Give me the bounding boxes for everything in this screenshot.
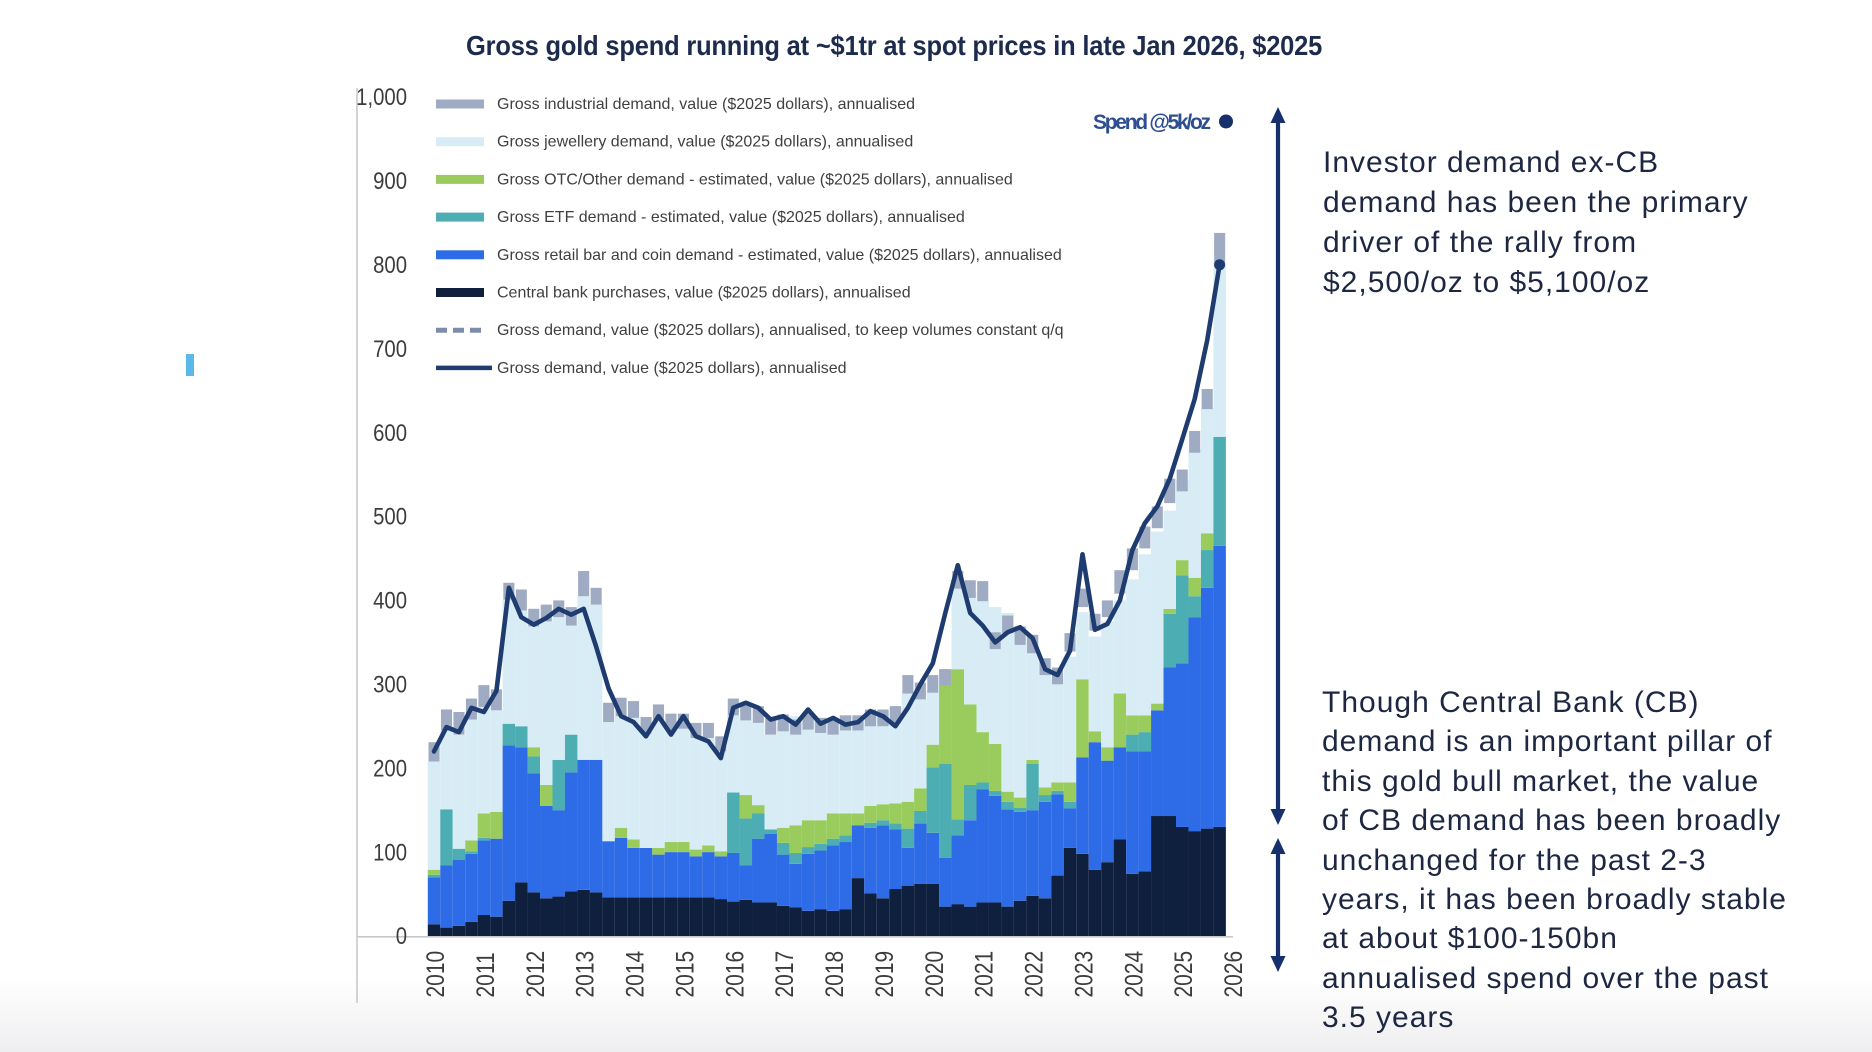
svg-text:0: 0 [396, 922, 407, 949]
svg-text:2020: 2020 [920, 951, 948, 998]
svg-text:1,000: 1,000 [356, 83, 407, 110]
svg-text:400: 400 [373, 587, 407, 614]
svg-text:600: 600 [373, 419, 407, 446]
svg-text:2016: 2016 [721, 951, 749, 998]
svg-text:Gross jewellery demand, value: Gross jewellery demand, value ($2025 dol… [497, 134, 913, 151]
svg-text:2011: 2011 [471, 952, 499, 997]
svg-text:2021: 2021 [970, 951, 998, 998]
svg-text:Gross OTC/Other demand - estim: Gross OTC/Other demand - estimated, valu… [497, 171, 1013, 188]
svg-text:500: 500 [373, 503, 407, 530]
svg-text:2026: 2026 [1219, 951, 1247, 998]
svg-text:800: 800 [373, 251, 407, 278]
svg-text:2015: 2015 [671, 951, 699, 998]
svg-text:2012: 2012 [521, 951, 549, 998]
svg-text:2023: 2023 [1070, 951, 1098, 998]
svg-text:Gross ETF demand - estimated,: Gross ETF demand - estimated, value ($20… [497, 209, 965, 226]
svg-text:2010: 2010 [421, 951, 449, 998]
svg-text:2018: 2018 [820, 951, 848, 998]
svg-text:900: 900 [373, 167, 407, 194]
svg-text:2025: 2025 [1169, 951, 1197, 998]
svg-text:300: 300 [373, 671, 407, 698]
svg-text:100: 100 [373, 839, 407, 866]
svg-text:2014: 2014 [621, 951, 649, 998]
svg-text:Gross retail bar and coin dema: Gross retail bar and coin demand - estim… [497, 247, 1062, 264]
svg-text:200: 200 [373, 755, 407, 782]
svg-text:2013: 2013 [571, 951, 599, 998]
svg-text:2019: 2019 [870, 951, 898, 998]
svg-text:Central bank purchases, value: Central bank purchases, value ($2025 dol… [497, 285, 911, 302]
svg-text:2024: 2024 [1120, 951, 1148, 998]
svg-text:Gross industrial demand, value: Gross industrial demand, value ($2025 do… [497, 96, 915, 113]
svg-text:2017: 2017 [770, 951, 798, 998]
svg-text:Spend @5k/oz: Spend @5k/oz [1093, 111, 1211, 134]
svg-text:700: 700 [373, 335, 407, 362]
svg-text:Gross demand, value ($2025 dol: Gross demand, value ($2025 dollars), ann… [497, 322, 1064, 339]
svg-text:Gross demand, value ($2025 dol: Gross demand, value ($2025 dollars), ann… [497, 360, 847, 377]
svg-text:2022: 2022 [1020, 951, 1048, 998]
